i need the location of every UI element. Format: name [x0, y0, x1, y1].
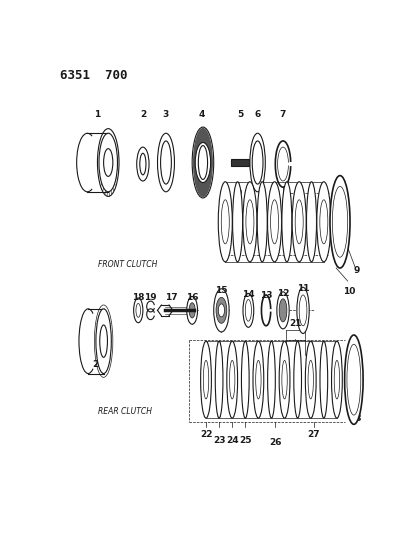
Ellipse shape [271, 200, 279, 244]
Ellipse shape [137, 147, 149, 181]
Text: 6: 6 [255, 110, 261, 119]
Ellipse shape [203, 360, 209, 399]
Ellipse shape [317, 182, 331, 262]
Ellipse shape [277, 292, 289, 329]
Ellipse shape [320, 341, 328, 418]
Text: 10: 10 [343, 287, 355, 296]
Ellipse shape [230, 360, 235, 399]
Ellipse shape [294, 341, 302, 418]
Ellipse shape [245, 300, 251, 321]
Ellipse shape [332, 187, 348, 257]
Ellipse shape [157, 133, 175, 192]
Text: 9: 9 [354, 265, 360, 274]
Ellipse shape [257, 182, 267, 262]
Ellipse shape [140, 154, 146, 175]
Ellipse shape [243, 182, 257, 262]
Ellipse shape [253, 341, 264, 418]
Ellipse shape [295, 200, 303, 244]
Text: FRONT CLUTCH: FRONT CLUTCH [98, 260, 157, 269]
Ellipse shape [242, 341, 249, 418]
Ellipse shape [282, 360, 287, 399]
Text: 22: 22 [200, 431, 212, 440]
Ellipse shape [136, 303, 141, 317]
Ellipse shape [345, 335, 363, 424]
Text: 6351  700: 6351 700 [60, 69, 127, 82]
Ellipse shape [297, 287, 309, 334]
Ellipse shape [187, 296, 197, 324]
Ellipse shape [218, 182, 232, 262]
Ellipse shape [100, 325, 107, 357]
Ellipse shape [330, 175, 350, 268]
Text: 13: 13 [260, 291, 272, 300]
Ellipse shape [214, 289, 229, 332]
Ellipse shape [198, 146, 208, 180]
Ellipse shape [246, 200, 254, 244]
Ellipse shape [221, 200, 229, 244]
Bar [231, 159, 249, 166]
Text: 14: 14 [242, 289, 255, 298]
Text: 19: 19 [144, 294, 157, 302]
Text: 3: 3 [163, 110, 169, 119]
Ellipse shape [306, 182, 317, 262]
Text: 24: 24 [226, 436, 239, 445]
Ellipse shape [195, 142, 211, 182]
Ellipse shape [299, 295, 307, 326]
Ellipse shape [308, 360, 313, 399]
Text: 11: 11 [297, 284, 309, 293]
Ellipse shape [292, 182, 306, 262]
Text: 18: 18 [132, 294, 144, 302]
Ellipse shape [305, 341, 316, 418]
Ellipse shape [268, 182, 282, 262]
Text: 26: 26 [269, 438, 282, 447]
Ellipse shape [161, 141, 171, 184]
Ellipse shape [96, 309, 111, 374]
Text: 17: 17 [165, 294, 177, 302]
Text: 2: 2 [140, 110, 146, 119]
Ellipse shape [256, 360, 261, 399]
Text: 1: 1 [93, 110, 100, 119]
Ellipse shape [227, 341, 237, 418]
Text: 8: 8 [334, 225, 340, 235]
Ellipse shape [252, 141, 263, 184]
Text: 15: 15 [215, 286, 228, 295]
Text: 25: 25 [239, 436, 252, 445]
Ellipse shape [347, 344, 361, 415]
Ellipse shape [279, 299, 287, 322]
Text: 16: 16 [186, 294, 198, 302]
Ellipse shape [192, 127, 214, 198]
Ellipse shape [320, 200, 328, 244]
Ellipse shape [233, 182, 243, 262]
Ellipse shape [189, 303, 195, 318]
Ellipse shape [216, 297, 227, 324]
Text: 27: 27 [308, 431, 320, 440]
Ellipse shape [332, 341, 342, 418]
Ellipse shape [104, 149, 113, 176]
Ellipse shape [193, 128, 213, 197]
Text: 21: 21 [289, 319, 302, 328]
Text: 7: 7 [280, 110, 286, 119]
Text: 28: 28 [349, 414, 361, 423]
Text: REAR CLUTCH: REAR CLUTCH [98, 407, 152, 416]
Text: 23: 23 [213, 436, 225, 445]
Ellipse shape [201, 341, 211, 418]
Ellipse shape [215, 341, 223, 418]
Text: 20: 20 [92, 360, 104, 369]
Ellipse shape [243, 294, 254, 327]
Ellipse shape [218, 304, 224, 317]
Text: 4: 4 [198, 110, 204, 119]
Ellipse shape [134, 298, 143, 322]
Ellipse shape [334, 360, 339, 399]
Ellipse shape [279, 341, 290, 418]
Text: 12: 12 [277, 289, 289, 298]
Ellipse shape [268, 341, 275, 418]
Ellipse shape [282, 182, 292, 262]
Ellipse shape [250, 133, 265, 192]
Text: 5: 5 [237, 110, 243, 119]
Ellipse shape [99, 133, 118, 192]
